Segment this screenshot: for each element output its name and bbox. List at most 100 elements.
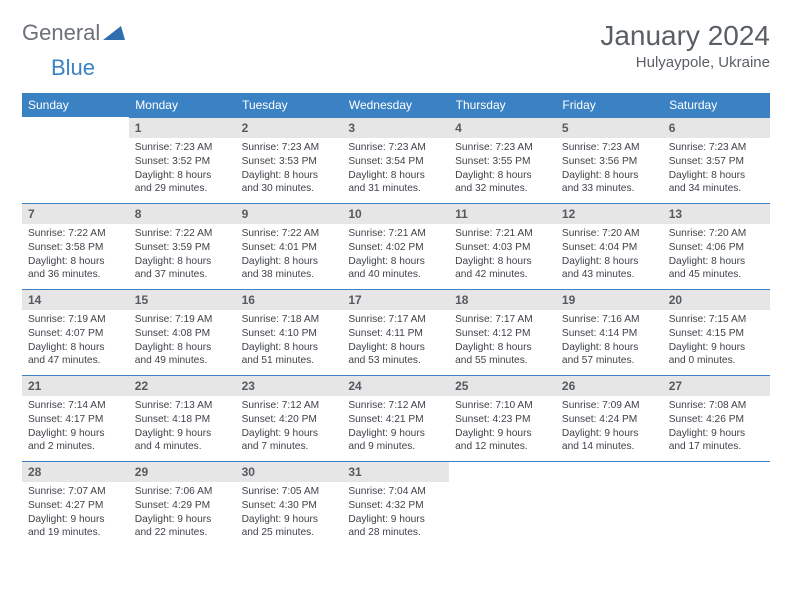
day-details: Sunrise: 7:23 AMSunset: 3:56 PMDaylight:… <box>556 138 663 200</box>
day-number <box>449 461 556 482</box>
day-details: Sunrise: 7:14 AMSunset: 4:17 PMDaylight:… <box>22 396 129 458</box>
day-details: Sunrise: 7:10 AMSunset: 4:23 PMDaylight:… <box>449 396 556 458</box>
calendar-day-cell: 18Sunrise: 7:17 AMSunset: 4:12 PMDayligh… <box>449 289 556 375</box>
weekday-header: Tuesday <box>236 93 343 117</box>
calendar-day-cell: 29Sunrise: 7:06 AMSunset: 4:29 PMDayligh… <box>129 461 236 547</box>
day-details: Sunrise: 7:12 AMSunset: 4:20 PMDaylight:… <box>236 396 343 458</box>
weekday-header-row: Sunday Monday Tuesday Wednesday Thursday… <box>22 93 770 117</box>
day-number: 21 <box>22 375 129 396</box>
calendar-day-cell <box>449 461 556 547</box>
day-number: 4 <box>449 117 556 138</box>
day-number: 23 <box>236 375 343 396</box>
day-number <box>556 461 663 482</box>
calendar-table: Sunday Monday Tuesday Wednesday Thursday… <box>22 93 770 547</box>
day-details: Sunrise: 7:21 AMSunset: 4:02 PMDaylight:… <box>342 224 449 286</box>
day-number: 25 <box>449 375 556 396</box>
day-details: Sunrise: 7:07 AMSunset: 4:27 PMDaylight:… <box>22 482 129 544</box>
day-details: Sunrise: 7:23 AMSunset: 3:57 PMDaylight:… <box>663 138 770 200</box>
day-number: 3 <box>342 117 449 138</box>
day-details: Sunrise: 7:15 AMSunset: 4:15 PMDaylight:… <box>663 310 770 372</box>
month-title: January 2024 <box>600 20 770 52</box>
day-number <box>22 117 129 137</box>
day-details: Sunrise: 7:21 AMSunset: 4:03 PMDaylight:… <box>449 224 556 286</box>
day-details: Sunrise: 7:04 AMSunset: 4:32 PMDaylight:… <box>342 482 449 544</box>
day-details: Sunrise: 7:17 AMSunset: 4:11 PMDaylight:… <box>342 310 449 372</box>
day-details: Sunrise: 7:23 AMSunset: 3:54 PMDaylight:… <box>342 138 449 200</box>
logo-triangle-icon <box>103 20 125 46</box>
day-details: Sunrise: 7:22 AMSunset: 3:59 PMDaylight:… <box>129 224 236 286</box>
day-details: Sunrise: 7:08 AMSunset: 4:26 PMDaylight:… <box>663 396 770 458</box>
calendar-week-row: 14Sunrise: 7:19 AMSunset: 4:07 PMDayligh… <box>22 289 770 375</box>
day-details: Sunrise: 7:23 AMSunset: 3:52 PMDaylight:… <box>129 138 236 200</box>
calendar-day-cell <box>663 461 770 547</box>
calendar-day-cell: 15Sunrise: 7:19 AMSunset: 4:08 PMDayligh… <box>129 289 236 375</box>
day-number: 24 <box>342 375 449 396</box>
weekday-header: Sunday <box>22 93 129 117</box>
calendar-day-cell: 10Sunrise: 7:21 AMSunset: 4:02 PMDayligh… <box>342 203 449 289</box>
day-number: 30 <box>236 461 343 482</box>
calendar-day-cell: 3Sunrise: 7:23 AMSunset: 3:54 PMDaylight… <box>342 117 449 203</box>
calendar-day-cell: 24Sunrise: 7:12 AMSunset: 4:21 PMDayligh… <box>342 375 449 461</box>
day-number: 6 <box>663 117 770 138</box>
day-details: Sunrise: 7:22 AMSunset: 4:01 PMDaylight:… <box>236 224 343 286</box>
calendar-day-cell <box>556 461 663 547</box>
calendar-day-cell: 12Sunrise: 7:20 AMSunset: 4:04 PMDayligh… <box>556 203 663 289</box>
calendar-day-cell: 20Sunrise: 7:15 AMSunset: 4:15 PMDayligh… <box>663 289 770 375</box>
day-number: 14 <box>22 289 129 310</box>
day-number: 29 <box>129 461 236 482</box>
day-details: Sunrise: 7:20 AMSunset: 4:06 PMDaylight:… <box>663 224 770 286</box>
calendar-day-cell: 25Sunrise: 7:10 AMSunset: 4:23 PMDayligh… <box>449 375 556 461</box>
calendar-day-cell: 23Sunrise: 7:12 AMSunset: 4:20 PMDayligh… <box>236 375 343 461</box>
calendar-day-cell: 5Sunrise: 7:23 AMSunset: 3:56 PMDaylight… <box>556 117 663 203</box>
day-details: Sunrise: 7:12 AMSunset: 4:21 PMDaylight:… <box>342 396 449 458</box>
day-number <box>663 461 770 482</box>
logo: General <box>22 20 125 46</box>
calendar-day-cell: 16Sunrise: 7:18 AMSunset: 4:10 PMDayligh… <box>236 289 343 375</box>
day-details: Sunrise: 7:22 AMSunset: 3:58 PMDaylight:… <box>22 224 129 286</box>
day-number: 11 <box>449 203 556 224</box>
day-number: 13 <box>663 203 770 224</box>
calendar-week-row: 21Sunrise: 7:14 AMSunset: 4:17 PMDayligh… <box>22 375 770 461</box>
weekday-header: Monday <box>129 93 236 117</box>
logo-text-1: General <box>22 20 100 46</box>
weekday-header: Wednesday <box>342 93 449 117</box>
day-number: 28 <box>22 461 129 482</box>
calendar-day-cell: 31Sunrise: 7:04 AMSunset: 4:32 PMDayligh… <box>342 461 449 547</box>
day-details: Sunrise: 7:18 AMSunset: 4:10 PMDaylight:… <box>236 310 343 372</box>
calendar-week-row: 7Sunrise: 7:22 AMSunset: 3:58 PMDaylight… <box>22 203 770 289</box>
calendar-day-cell: 11Sunrise: 7:21 AMSunset: 4:03 PMDayligh… <box>449 203 556 289</box>
day-details: Sunrise: 7:23 AMSunset: 3:55 PMDaylight:… <box>449 138 556 200</box>
day-number: 22 <box>129 375 236 396</box>
calendar-day-cell: 13Sunrise: 7:20 AMSunset: 4:06 PMDayligh… <box>663 203 770 289</box>
day-number: 15 <box>129 289 236 310</box>
day-number: 27 <box>663 375 770 396</box>
day-number: 26 <box>556 375 663 396</box>
calendar-day-cell: 8Sunrise: 7:22 AMSunset: 3:59 PMDaylight… <box>129 203 236 289</box>
day-number: 7 <box>22 203 129 224</box>
calendar-day-cell: 17Sunrise: 7:17 AMSunset: 4:11 PMDayligh… <box>342 289 449 375</box>
calendar-day-cell: 21Sunrise: 7:14 AMSunset: 4:17 PMDayligh… <box>22 375 129 461</box>
logo-text-2: Blue <box>51 55 95 80</box>
day-details: Sunrise: 7:19 AMSunset: 4:07 PMDaylight:… <box>22 310 129 372</box>
day-details: Sunrise: 7:17 AMSunset: 4:12 PMDaylight:… <box>449 310 556 372</box>
day-number: 18 <box>449 289 556 310</box>
day-details: Sunrise: 7:20 AMSunset: 4:04 PMDaylight:… <box>556 224 663 286</box>
day-details: Sunrise: 7:16 AMSunset: 4:14 PMDaylight:… <box>556 310 663 372</box>
calendar-day-cell: 6Sunrise: 7:23 AMSunset: 3:57 PMDaylight… <box>663 117 770 203</box>
calendar-day-cell: 9Sunrise: 7:22 AMSunset: 4:01 PMDaylight… <box>236 203 343 289</box>
day-details: Sunrise: 7:13 AMSunset: 4:18 PMDaylight:… <box>129 396 236 458</box>
day-number: 12 <box>556 203 663 224</box>
calendar-day-cell: 19Sunrise: 7:16 AMSunset: 4:14 PMDayligh… <box>556 289 663 375</box>
calendar-day-cell: 28Sunrise: 7:07 AMSunset: 4:27 PMDayligh… <box>22 461 129 547</box>
calendar-day-cell: 14Sunrise: 7:19 AMSunset: 4:07 PMDayligh… <box>22 289 129 375</box>
calendar-day-cell: 30Sunrise: 7:05 AMSunset: 4:30 PMDayligh… <box>236 461 343 547</box>
day-number: 2 <box>236 117 343 138</box>
calendar-day-cell: 7Sunrise: 7:22 AMSunset: 3:58 PMDaylight… <box>22 203 129 289</box>
day-number: 8 <box>129 203 236 224</box>
calendar-day-cell: 22Sunrise: 7:13 AMSunset: 4:18 PMDayligh… <box>129 375 236 461</box>
day-number: 9 <box>236 203 343 224</box>
calendar-week-row: 28Sunrise: 7:07 AMSunset: 4:27 PMDayligh… <box>22 461 770 547</box>
weekday-header: Friday <box>556 93 663 117</box>
day-details: Sunrise: 7:06 AMSunset: 4:29 PMDaylight:… <box>129 482 236 544</box>
calendar-day-cell: 27Sunrise: 7:08 AMSunset: 4:26 PMDayligh… <box>663 375 770 461</box>
